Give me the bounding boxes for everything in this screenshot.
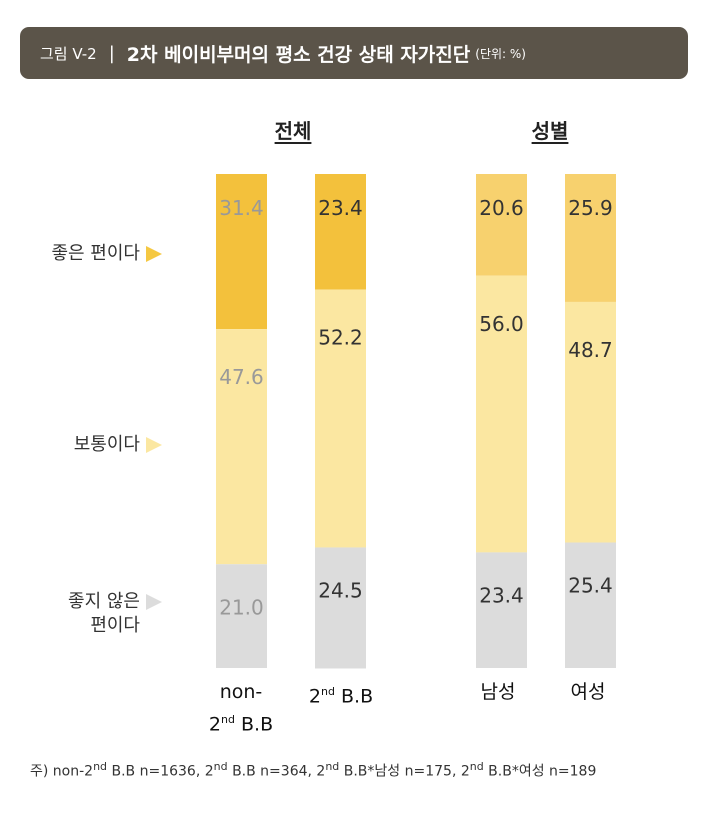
footnote: 주) non-2nd B.B n=1636, 2nd B.B n=364, 2n… xyxy=(30,760,597,780)
category-label-non-2nd-bb: non- 2nd B.B xyxy=(208,681,274,736)
data-label-non-2nd-bb-good: 31.4 xyxy=(219,196,264,220)
triangle-right-icon xyxy=(146,437,162,453)
data-label-2nd-bb-bad: 24.5 xyxy=(318,578,363,602)
bar-segment-non-2nd-bb-good xyxy=(216,174,267,330)
legend-normal: 보통이다 xyxy=(74,433,162,457)
title-separator: | xyxy=(108,42,115,64)
category-label-2nd-bb: 2nd B.B xyxy=(308,685,374,708)
legend-normal-label: 보통이다 xyxy=(73,434,140,455)
bar-segment-2nd-bb-good xyxy=(315,174,366,290)
bar-segment-female-good xyxy=(565,174,616,302)
unit-label: (단위: %) xyxy=(475,46,526,61)
group-heading-gender: 성별 xyxy=(531,119,569,143)
bar-segment-male-normal xyxy=(476,275,527,553)
category-label-male: 남성 xyxy=(480,681,516,703)
data-label-non-2nd-bb-bad: 21.0 xyxy=(219,595,264,619)
data-label-female-normal: 48.7 xyxy=(568,338,613,362)
bar-segment-female-bad xyxy=(565,542,616,668)
bar-segment-2nd-bb-normal xyxy=(315,289,366,548)
bar-segment-male-good xyxy=(476,174,527,276)
legend-bad: 좋지 않은 편이다 xyxy=(68,590,162,638)
bar-segment-2nd-bb-bad xyxy=(315,547,366,669)
legend-bad-label-line2: 편이다 xyxy=(90,615,140,636)
data-label-female-good: 25.9 xyxy=(568,196,613,220)
triangle-right-icon xyxy=(146,246,162,262)
data-label-male-normal: 56.0 xyxy=(479,312,524,336)
data-label-2nd-bb-good: 23.4 xyxy=(318,196,363,220)
bar-segment-non-2nd-bb-bad xyxy=(216,564,267,668)
bar-segment-female-normal xyxy=(565,301,616,543)
data-label-male-good: 20.6 xyxy=(479,196,524,220)
group-heading-total: 전체 xyxy=(274,119,312,143)
category-label-female: 여성 xyxy=(570,681,606,703)
figure-number: 그림 V-2 xyxy=(40,44,97,63)
data-label-non-2nd-bb-normal: 47.6 xyxy=(219,365,264,389)
data-label-male-bad: 23.4 xyxy=(479,583,524,607)
data-label-2nd-bb-normal: 52.2 xyxy=(318,326,363,350)
legend-bad-label-line1: 좋지 않은 xyxy=(68,591,140,612)
bar-segment-non-2nd-bb-normal xyxy=(216,329,267,565)
legend-good-label: 좋은 편이다 xyxy=(51,243,140,264)
title-bar: 그림 V-2 | 2차 베이비부머의 평소 건강 상태 자가진단 (단위: %) xyxy=(20,27,688,79)
data-label-female-bad: 25.4 xyxy=(568,574,613,598)
triangle-right-icon xyxy=(146,594,162,610)
legend-good: 좋은 편이다 xyxy=(51,242,162,266)
bar-segment-male-bad xyxy=(476,552,527,668)
chart-title: 2차 베이비부머의 평소 건강 상태 자가진단 xyxy=(126,43,471,66)
